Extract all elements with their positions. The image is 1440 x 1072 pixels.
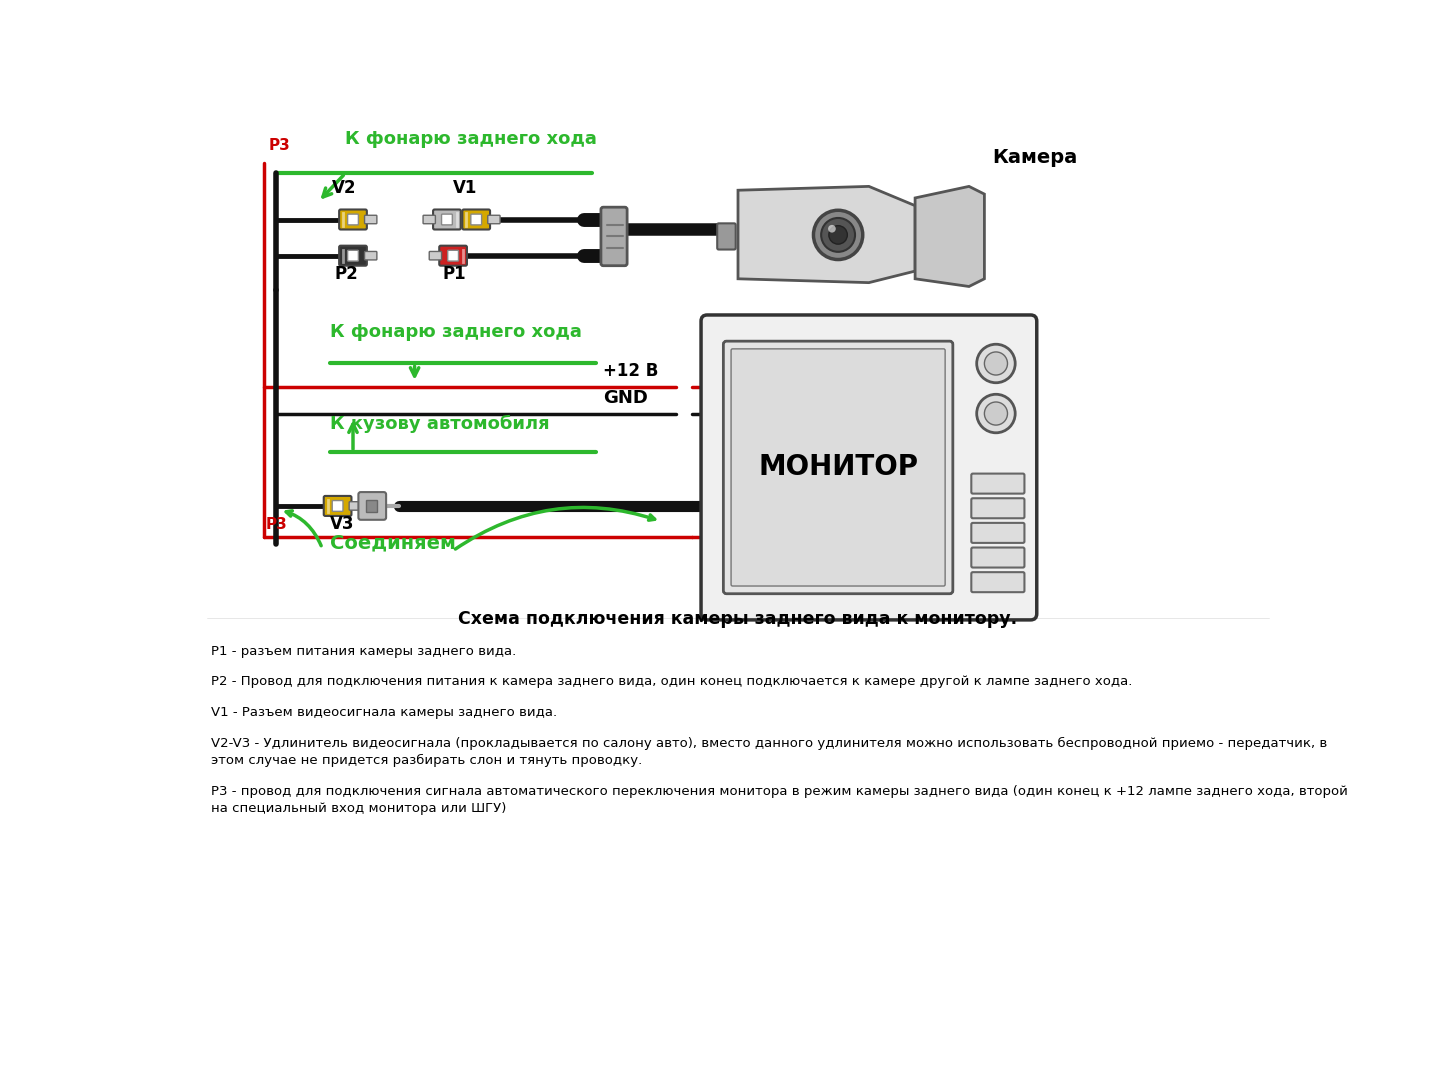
Circle shape <box>976 394 1015 433</box>
FancyBboxPatch shape <box>366 500 377 512</box>
FancyBboxPatch shape <box>972 474 1024 493</box>
FancyBboxPatch shape <box>359 492 386 520</box>
Circle shape <box>976 344 1015 383</box>
FancyBboxPatch shape <box>972 572 1024 592</box>
FancyBboxPatch shape <box>429 252 442 259</box>
FancyBboxPatch shape <box>423 215 435 224</box>
Circle shape <box>828 225 835 233</box>
FancyBboxPatch shape <box>717 223 736 250</box>
Text: Камера: Камера <box>992 148 1077 167</box>
FancyBboxPatch shape <box>972 523 1024 542</box>
Text: P1: P1 <box>444 265 467 283</box>
FancyBboxPatch shape <box>701 315 1037 620</box>
Circle shape <box>985 352 1008 375</box>
Text: P3 - провод для подключения сигнала автоматического переключения монитора в режи: P3 - провод для подключения сигнала авто… <box>210 785 1348 798</box>
FancyBboxPatch shape <box>448 250 458 262</box>
Text: P2 - Провод для подключения питания к камера заднего вида, один конец подключает: P2 - Провод для подключения питания к ка… <box>210 675 1132 688</box>
Text: этом случае не придется разбирать слон и тянуть проводку.: этом случае не придется разбирать слон и… <box>210 754 642 766</box>
Text: V3: V3 <box>330 515 354 533</box>
Text: V2: V2 <box>331 179 356 196</box>
Text: V1 - Разъем видеосигнала камеры заднего вида.: V1 - Разъем видеосигнала камеры заднего … <box>210 706 557 719</box>
Polygon shape <box>914 187 985 286</box>
Circle shape <box>829 226 847 244</box>
FancyBboxPatch shape <box>972 498 1024 518</box>
Text: на специальный вход монитора или ШГУ): на специальный вход монитора или ШГУ) <box>210 802 505 815</box>
Text: Схема подключения камеры заднего вида к монитору.: Схема подключения камеры заднего вида к … <box>458 610 1018 628</box>
FancyBboxPatch shape <box>347 214 359 225</box>
FancyBboxPatch shape <box>324 496 351 516</box>
Text: МОНИТОР: МОНИТОР <box>757 453 919 481</box>
FancyBboxPatch shape <box>340 245 367 266</box>
FancyBboxPatch shape <box>348 502 361 510</box>
FancyBboxPatch shape <box>433 209 461 229</box>
Text: К фонарю заднего хода: К фонарю заднего хода <box>346 130 598 148</box>
FancyBboxPatch shape <box>364 252 377 259</box>
FancyBboxPatch shape <box>600 207 628 266</box>
FancyBboxPatch shape <box>333 501 343 511</box>
Text: +12 В: +12 В <box>603 362 658 379</box>
Text: V2-V3 - Удлинитель видеосигнала (прокладывается по салону авто), вместо данного : V2-V3 - Удлинитель видеосигнала (проклад… <box>210 736 1326 750</box>
FancyBboxPatch shape <box>732 348 945 586</box>
FancyBboxPatch shape <box>347 250 359 262</box>
FancyBboxPatch shape <box>442 214 452 225</box>
Text: К фонарю заднего хода: К фонарю заднего хода <box>330 323 582 341</box>
FancyBboxPatch shape <box>471 214 481 225</box>
Text: P3: P3 <box>266 517 288 532</box>
Text: P1 - разъем питания камеры заднего вида.: P1 - разъем питания камеры заднего вида. <box>210 644 516 657</box>
Text: GND: GND <box>603 389 648 406</box>
FancyBboxPatch shape <box>364 215 377 224</box>
FancyBboxPatch shape <box>972 548 1024 567</box>
FancyBboxPatch shape <box>462 209 490 229</box>
Polygon shape <box>739 187 914 283</box>
FancyBboxPatch shape <box>723 341 953 594</box>
Circle shape <box>821 218 855 252</box>
Circle shape <box>814 210 863 259</box>
FancyBboxPatch shape <box>340 209 367 229</box>
Text: V1: V1 <box>452 179 477 196</box>
Text: P3: P3 <box>268 138 289 153</box>
Text: К кузову автомобиля: К кузову автомобиля <box>330 415 550 433</box>
Circle shape <box>985 402 1008 426</box>
FancyBboxPatch shape <box>439 245 467 266</box>
Text: Соединяем: Соединяем <box>330 533 456 552</box>
Text: P2: P2 <box>336 265 359 283</box>
FancyBboxPatch shape <box>488 215 500 224</box>
